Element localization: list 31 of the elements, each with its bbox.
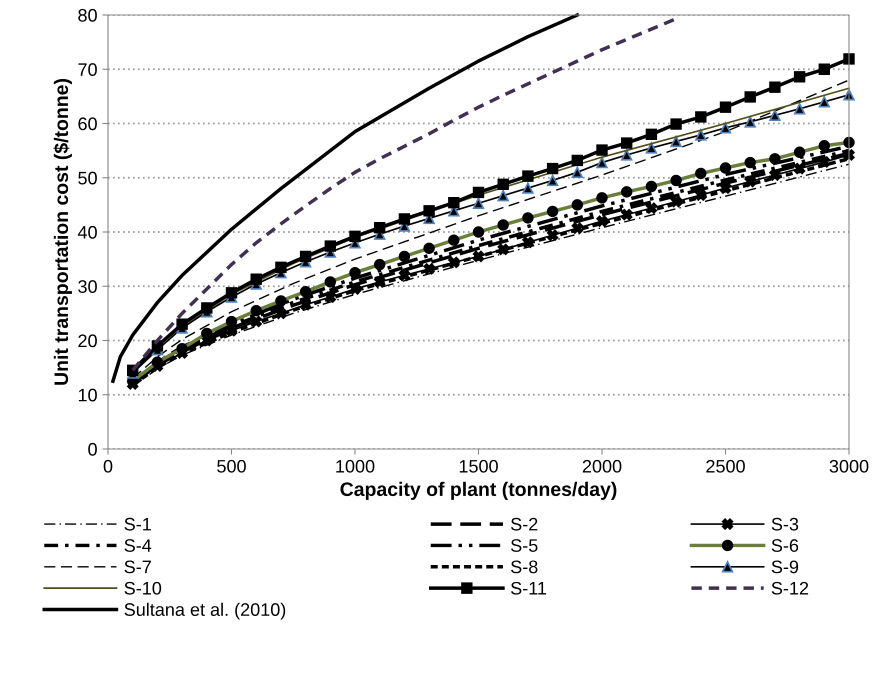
legend-label: S-1 xyxy=(124,518,151,531)
legend-label: S-10 xyxy=(124,582,162,595)
x-tick-label: 0 xyxy=(104,460,112,473)
y-tick-label: 50 xyxy=(78,172,97,184)
y-tick-label: 40 xyxy=(78,226,97,239)
y-tick-label: 70 xyxy=(78,63,97,76)
x-tick-label: 2000 xyxy=(582,460,622,473)
legend-label: S-4 xyxy=(124,539,152,552)
x-tick-label: 1000 xyxy=(336,460,374,473)
y-tick-label: 10 xyxy=(78,388,97,402)
legend-label: S-12 xyxy=(772,582,808,595)
legend-label: S-2 xyxy=(511,518,538,531)
y-tick-label: 60 xyxy=(78,117,97,130)
y-tick-label: 30 xyxy=(78,280,97,293)
x-axis-title: Capacity of plant (tonnes/day) xyxy=(340,482,616,500)
y-tick-label: 0 xyxy=(88,442,97,456)
legend-label: S-5 xyxy=(511,539,538,552)
legend-label: S-6 xyxy=(772,539,798,552)
legend-label: Sultana et al. (2010) xyxy=(124,602,286,620)
x-tick-label: 500 xyxy=(217,460,246,473)
legend-label: S-9 xyxy=(772,560,798,574)
x-tick-label: 1500 xyxy=(460,460,498,473)
legend-label: S-8 xyxy=(511,560,538,574)
y-tick-label: 80 xyxy=(78,8,97,22)
y-tick-label: 20 xyxy=(78,334,97,348)
x-tick-label: 2500 xyxy=(706,460,745,473)
x-tick-label: 3000 xyxy=(830,460,868,473)
legend-label: S-3 xyxy=(772,518,798,531)
y-axis-title: Unit transportation cost ($/tonne) xyxy=(53,79,72,385)
legend-label: S-7 xyxy=(124,560,151,574)
legend-label: S-11 xyxy=(511,582,546,595)
